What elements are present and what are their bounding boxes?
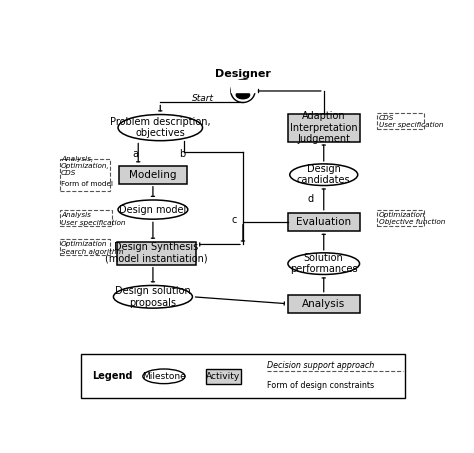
Bar <box>82 354 404 398</box>
Text: Milestone: Milestone <box>142 372 186 381</box>
Text: b: b <box>179 149 185 159</box>
Bar <box>117 242 196 265</box>
Text: Designer: Designer <box>215 68 271 78</box>
Text: Problem description,
objectives: Problem description, objectives <box>110 117 210 139</box>
Text: Evaluation: Evaluation <box>296 217 351 227</box>
Ellipse shape <box>288 253 360 275</box>
Text: Form of design constraints: Form of design constraints <box>267 381 374 390</box>
Text: Activity: Activity <box>206 372 241 381</box>
Text: Adaption
Interpretation
Judgement: Adaption Interpretation Judgement <box>290 111 357 144</box>
Text: Optimization
Objective function: Optimization Objective function <box>379 212 445 225</box>
Bar <box>60 210 112 226</box>
Ellipse shape <box>113 285 192 308</box>
Circle shape <box>238 84 247 93</box>
Text: Optimization
Search algorithm: Optimization Search algorithm <box>61 241 124 255</box>
Bar <box>60 159 110 192</box>
Bar <box>288 295 360 313</box>
Bar <box>377 113 424 129</box>
Text: Solution
performances: Solution performances <box>290 253 357 275</box>
Circle shape <box>231 79 255 102</box>
Text: Design solution
proposals: Design solution proposals <box>115 286 191 308</box>
Ellipse shape <box>118 200 188 219</box>
Bar <box>206 369 241 384</box>
Bar <box>119 166 187 184</box>
Bar <box>231 80 255 92</box>
Text: Design
candidates: Design candidates <box>297 164 351 185</box>
Text: Start: Start <box>191 94 213 103</box>
Ellipse shape <box>143 369 185 384</box>
Text: Analysis
User specification: Analysis User specification <box>61 212 126 226</box>
Bar <box>60 239 110 255</box>
Ellipse shape <box>236 91 250 99</box>
Ellipse shape <box>118 115 202 141</box>
Text: d: d <box>308 194 314 204</box>
Bar <box>377 210 424 226</box>
Text: Form of model: Form of model <box>61 182 113 188</box>
Text: Design Synthesis
(model instantiation): Design Synthesis (model instantiation) <box>105 242 208 264</box>
Text: CDS
User specification: CDS User specification <box>379 115 443 128</box>
Bar <box>288 213 360 231</box>
Ellipse shape <box>290 164 358 186</box>
Circle shape <box>232 81 254 101</box>
Text: a: a <box>132 149 138 159</box>
Text: Analysis,
Optimization,
CDS: Analysis, Optimization, CDS <box>61 156 110 176</box>
Text: Modeling: Modeling <box>129 170 177 180</box>
Text: Decision support approach: Decision support approach <box>267 361 374 370</box>
Text: Design model: Design model <box>119 205 187 215</box>
Text: Analysis: Analysis <box>302 299 346 309</box>
Bar <box>288 114 360 141</box>
Text: Legend: Legend <box>92 371 133 381</box>
Text: c: c <box>231 215 237 225</box>
